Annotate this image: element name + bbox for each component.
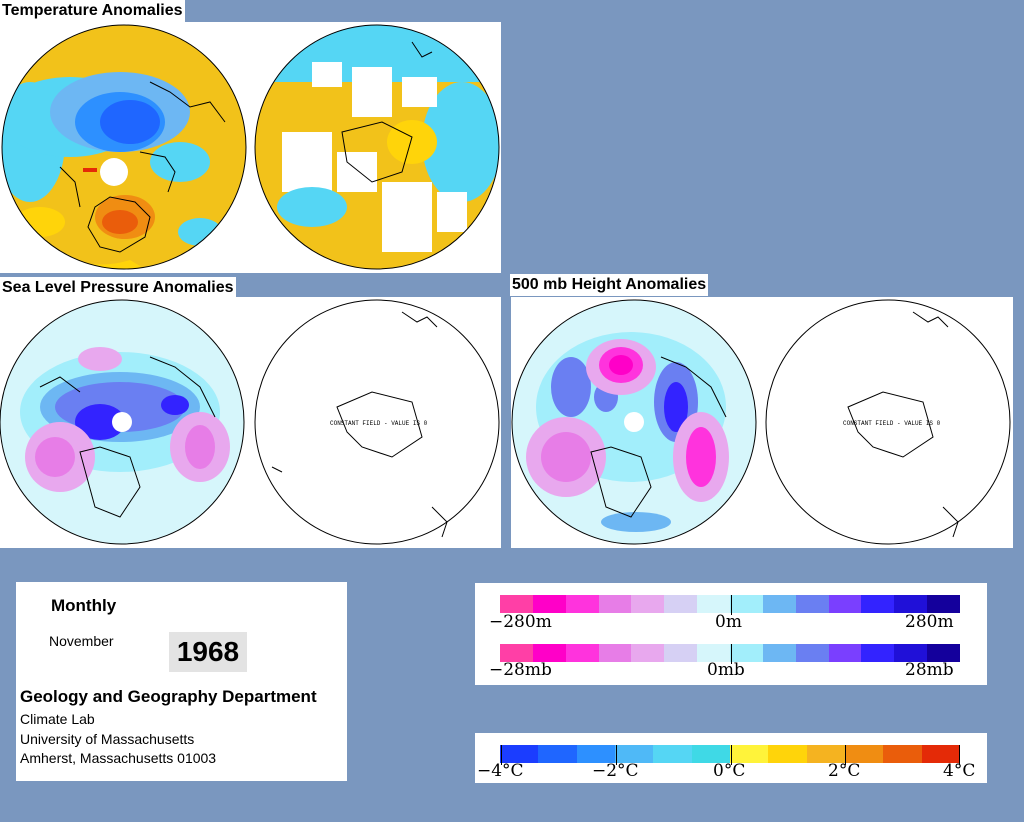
pressure-min-label: −28mb — [489, 660, 552, 680]
temperature-swatch-11 — [883, 745, 922, 763]
temp-tick-5 — [959, 745, 960, 765]
height-swatch-3 — [565, 595, 599, 613]
height-swatch-5 — [631, 595, 665, 613]
temp-label-1: −4°C — [477, 761, 524, 781]
temp-label-3: 0°C — [713, 761, 746, 781]
temperature-legend: −4°C −2°C 0°C 2°C 4°C — [475, 733, 987, 783]
temperature-panel — [0, 22, 501, 273]
slp-constant-field-text: CONSTANT FIELD - VALUE IS 0 — [330, 420, 428, 427]
pressure-swatch-3 — [565, 644, 599, 662]
temperature-swatch-10 — [844, 745, 884, 763]
year-badge: 1968 — [169, 632, 247, 672]
temp-tick-1 — [501, 745, 502, 765]
pressure-swatch-2 — [532, 644, 566, 662]
pressure-swatch-12 — [861, 644, 895, 662]
pressure-swatch-1 — [500, 644, 533, 662]
temperature-swatch-12 — [921, 745, 960, 763]
height-nh-globe — [511, 299, 757, 545]
slp-panel: CONSTANT FIELD - VALUE IS 0 — [0, 297, 501, 548]
height-swatch-2 — [532, 595, 566, 613]
pressure-swatch-4 — [598, 644, 632, 662]
pressure-swatch-13 — [894, 644, 928, 662]
height-swatch-10 — [795, 595, 829, 613]
height-swatch-7 — [697, 595, 731, 613]
temp-label-4: 2°C — [828, 761, 861, 781]
month-label: November — [49, 633, 114, 649]
height-swatch-8 — [730, 595, 763, 613]
temperature-swatch-8 — [768, 745, 807, 763]
height-swatch-6 — [664, 595, 698, 613]
height-swatch-13 — [894, 595, 928, 613]
height-swatch-12 — [861, 595, 895, 613]
period-label: Monthly — [51, 596, 117, 615]
address-label: Amherst, Massachusetts 01003 — [20, 750, 217, 766]
pressure-zero-tick — [731, 644, 732, 664]
pressure-swatch-9 — [762, 644, 796, 662]
height-constant-field-text: CONSTANT FIELD - VALUE IS 0 — [843, 420, 941, 427]
pressure-swatch-11 — [828, 644, 862, 662]
pressure-max-label: 28mb — [905, 660, 954, 680]
temperature-swatch-1 — [500, 745, 539, 763]
height-swatch-11 — [828, 595, 862, 613]
height-swatch-4 — [598, 595, 632, 613]
lab-label: Climate Lab — [20, 711, 95, 727]
temperature-swatch-5 — [653, 745, 692, 763]
height-swatch-9 — [762, 595, 796, 613]
temperature-swatch-4 — [614, 745, 654, 763]
year-label: 1968 — [176, 636, 240, 667]
temp-label-2: −2°C — [592, 761, 639, 781]
height-title: 500 mb Height Anomalies — [510, 274, 709, 296]
pressure-mid-label: 0mb — [707, 660, 745, 680]
temp-tick-4 — [845, 745, 846, 765]
height-sh-globe — [765, 299, 1011, 545]
height-mid-label: 0m — [715, 612, 742, 632]
height-max-label: 280m — [905, 612, 954, 632]
temperature-swatch-2 — [538, 745, 577, 763]
height-swatch-14 — [927, 595, 961, 613]
height-colorbar — [500, 595, 961, 613]
slp-nh-globe — [0, 299, 245, 545]
temperature-swatch-3 — [576, 745, 615, 763]
info-box: Monthly November 1968 Geology and Geogra… — [16, 582, 347, 781]
slp-sh-globe — [254, 299, 500, 545]
slp-title: Sea Level Pressure Anomalies — [0, 277, 236, 299]
pressure-swatch-5 — [631, 644, 665, 662]
temp-tick-2 — [616, 745, 617, 765]
pressure-colorbar — [500, 644, 961, 662]
height-min-label: −280m — [489, 612, 552, 632]
department-label: Geology and Geography Department — [20, 687, 317, 706]
temperature-swatch-9 — [806, 745, 845, 763]
temperature-nh-globe — [1, 24, 247, 270]
anomaly-legend: −280m 0m 280m −28mb 0mb 28mb — [475, 583, 987, 685]
temp-tick-3 — [731, 745, 732, 765]
height-panel: CONSTANT FIELD - VALUE IS 0 — [511, 297, 1013, 548]
pressure-swatch-6 — [664, 644, 698, 662]
temperature-swatch-7 — [729, 745, 769, 763]
height-swatch-1 — [500, 595, 533, 613]
temp-label-5: 4°C — [943, 761, 976, 781]
pressure-swatch-8 — [730, 644, 763, 662]
pressure-swatch-10 — [795, 644, 829, 662]
temperature-swatch-6 — [691, 745, 730, 763]
pressure-swatch-7 — [697, 644, 731, 662]
university-label: University of Massachusetts — [20, 731, 195, 747]
pressure-swatch-14 — [927, 644, 961, 662]
temperature-colorbar — [500, 745, 960, 763]
temperature-sh-globe — [254, 24, 500, 270]
height-zero-tick — [731, 595, 732, 615]
temperature-title: Temperature Anomalies — [0, 0, 185, 22]
